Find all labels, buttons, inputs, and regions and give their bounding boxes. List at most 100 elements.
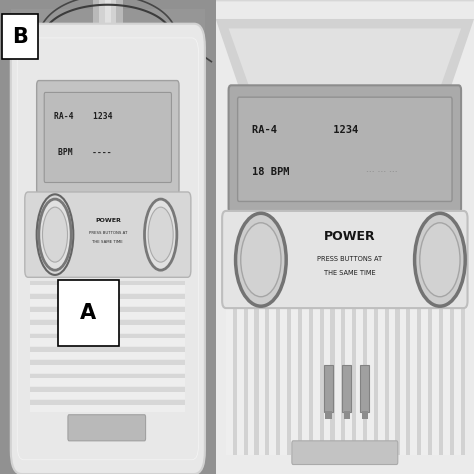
Bar	[30, 299, 185, 306]
Text: RA-4         1234: RA-4 1234	[252, 125, 358, 135]
Text: BPM    ----: BPM ----	[58, 148, 112, 157]
FancyBboxPatch shape	[228, 85, 461, 213]
Bar	[319, 303, 324, 455]
Bar	[30, 352, 185, 359]
Circle shape	[241, 223, 281, 297]
Bar	[258, 303, 265, 455]
Bar	[346, 303, 352, 455]
Bar	[30, 360, 185, 365]
Bar	[95, 43, 121, 62]
Bar	[321, 0, 368, 85]
Bar	[395, 303, 400, 455]
Circle shape	[41, 204, 69, 265]
Bar	[298, 303, 302, 455]
Bar	[30, 334, 185, 338]
Text: PRESS BUTTONS AT: PRESS BUTTONS AT	[318, 256, 383, 262]
FancyBboxPatch shape	[237, 97, 452, 201]
Bar	[363, 303, 367, 455]
Bar	[30, 387, 185, 392]
Bar	[30, 285, 185, 293]
Bar	[341, 303, 346, 455]
Text: A: A	[81, 303, 97, 323]
Bar	[342, 365, 351, 412]
Bar	[309, 303, 313, 455]
Bar	[269, 303, 276, 455]
Bar	[337, 0, 353, 85]
Bar	[30, 365, 185, 373]
Bar	[454, 303, 461, 455]
Text: B: B	[12, 27, 28, 47]
Text: POWER: POWER	[324, 230, 376, 244]
Bar	[255, 303, 258, 455]
Bar	[248, 303, 255, 455]
Bar	[389, 303, 395, 455]
Bar	[428, 303, 432, 455]
Bar	[410, 303, 417, 455]
Text: RA-4    1234: RA-4 1234	[54, 112, 112, 120]
Bar	[421, 303, 428, 455]
Bar	[335, 303, 341, 455]
Bar	[356, 303, 363, 455]
FancyBboxPatch shape	[11, 24, 205, 474]
Bar	[330, 303, 335, 455]
Bar	[58, 280, 118, 346]
Bar	[2, 14, 38, 59]
Bar	[237, 303, 244, 455]
Bar	[324, 303, 330, 455]
FancyBboxPatch shape	[68, 415, 146, 441]
Bar	[30, 307, 185, 312]
Circle shape	[145, 199, 177, 270]
Bar	[360, 365, 369, 412]
FancyBboxPatch shape	[25, 192, 191, 277]
FancyBboxPatch shape	[292, 441, 398, 465]
Bar	[226, 303, 233, 455]
Bar	[30, 325, 185, 333]
Circle shape	[39, 199, 71, 270]
Text: 18 BPM: 18 BPM	[252, 166, 289, 177]
Bar	[30, 281, 185, 285]
Bar	[30, 338, 185, 346]
Circle shape	[39, 199, 71, 270]
Bar	[276, 303, 280, 455]
Bar	[93, 0, 123, 118]
FancyBboxPatch shape	[44, 92, 172, 182]
Bar	[461, 303, 465, 455]
Bar	[367, 303, 374, 455]
Bar	[30, 378, 185, 386]
Bar	[384, 303, 389, 455]
Text: --- --- ---: --- --- ---	[365, 169, 397, 174]
FancyBboxPatch shape	[36, 81, 179, 194]
Bar	[400, 303, 406, 455]
Bar	[374, 303, 378, 455]
Bar	[105, 0, 111, 118]
Bar	[362, 411, 368, 419]
Bar	[99, 0, 117, 118]
Bar	[432, 303, 439, 455]
Text: POWER: POWER	[95, 218, 121, 223]
Bar	[287, 303, 291, 455]
FancyBboxPatch shape	[200, 0, 474, 474]
Bar	[30, 320, 185, 325]
Bar	[417, 303, 421, 455]
Bar	[30, 294, 185, 299]
Bar	[291, 303, 298, 455]
Bar	[329, 0, 360, 85]
Bar	[233, 303, 237, 455]
Text: THE SAME TIME: THE SAME TIME	[92, 240, 123, 244]
Bar	[244, 303, 248, 455]
Polygon shape	[228, 28, 461, 123]
Circle shape	[148, 207, 173, 262]
Bar	[30, 312, 185, 319]
Bar	[352, 303, 356, 455]
Bar	[406, 303, 410, 455]
Polygon shape	[216, 19, 474, 133]
Bar	[216, 0, 237, 474]
Bar	[216, 0, 474, 85]
Bar	[302, 303, 309, 455]
Bar	[313, 303, 319, 455]
Circle shape	[420, 223, 460, 297]
Bar	[30, 392, 185, 399]
Circle shape	[415, 213, 465, 306]
Bar	[324, 365, 333, 412]
Bar	[443, 303, 450, 455]
